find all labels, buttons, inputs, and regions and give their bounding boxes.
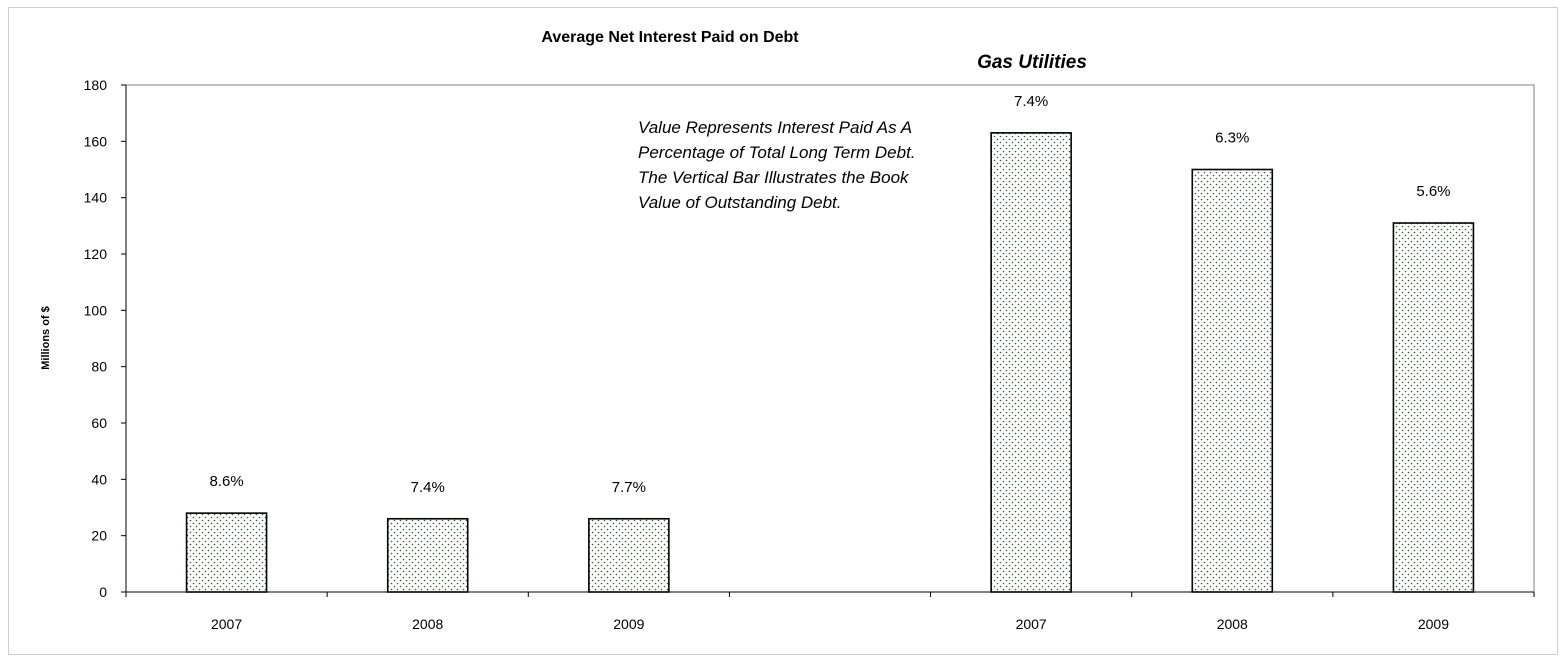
bar	[990, 132, 1072, 593]
y-tick-label: 40	[91, 471, 107, 487]
x-tick-label: 2007	[1016, 616, 1047, 632]
bar-data-label: 7.4%	[411, 479, 445, 496]
y-tick-label: 140	[84, 190, 108, 206]
bar	[185, 512, 268, 593]
bar-data-label: 7.7%	[612, 479, 646, 496]
x-tick-label: 2007	[211, 616, 242, 632]
bar-data-label: 6.3%	[1215, 130, 1249, 147]
x-tick-label: 2008	[412, 616, 443, 632]
y-tick-label: 20	[91, 528, 107, 544]
y-tick-label: 120	[84, 246, 108, 262]
y-tick-label: 60	[91, 415, 107, 431]
chart-subtitle: Gas Utilities	[977, 52, 1087, 73]
y-tick-label: 0	[99, 584, 107, 600]
chart-title: Average Net Interest Paid on Debt	[541, 29, 799, 46]
bar-series	[185, 132, 1475, 593]
annotation-line-4: Value of Outstanding Debt.	[638, 193, 842, 212]
bar-data-label: 8.6%	[209, 473, 243, 490]
bar	[386, 517, 469, 593]
annotation-line-1: Value Represents Interest Paid As A	[638, 118, 912, 137]
y-tick-label: 80	[91, 359, 107, 375]
y-tick-label: 160	[84, 133, 108, 149]
annotation-text: Value Represents Interest Paid As A Perc…	[638, 118, 920, 212]
y-tick-label: 100	[84, 302, 108, 318]
bar	[1191, 168, 1274, 593]
x-tick-label: 2009	[1418, 616, 1449, 632]
bar	[588, 517, 670, 593]
annotation-line-3: The Vertical Bar Illustrates the Book	[638, 168, 910, 187]
y-axis-label: Millions of $	[40, 306, 52, 370]
y-tick-label: 180	[84, 77, 108, 93]
bar-data-label: 5.6%	[1416, 183, 1450, 200]
bar-data-label: 7.4%	[1014, 93, 1048, 110]
x-tick-label: 2009	[613, 616, 644, 632]
data-labels: 8.6% 7.4% 7.7% 7.4% 6.3% 5.6%	[209, 93, 1450, 496]
annotation-line-2: Percentage of Total Long Term Debt.	[638, 143, 916, 162]
bar	[1392, 222, 1475, 593]
x-axis: 2007 2008 2009 2007 2008 2009	[125, 591, 1535, 632]
x-tick-label: 2008	[1217, 616, 1248, 632]
y-axis: 0 20 40 60 80 100 120 140 160 180	[84, 77, 127, 600]
